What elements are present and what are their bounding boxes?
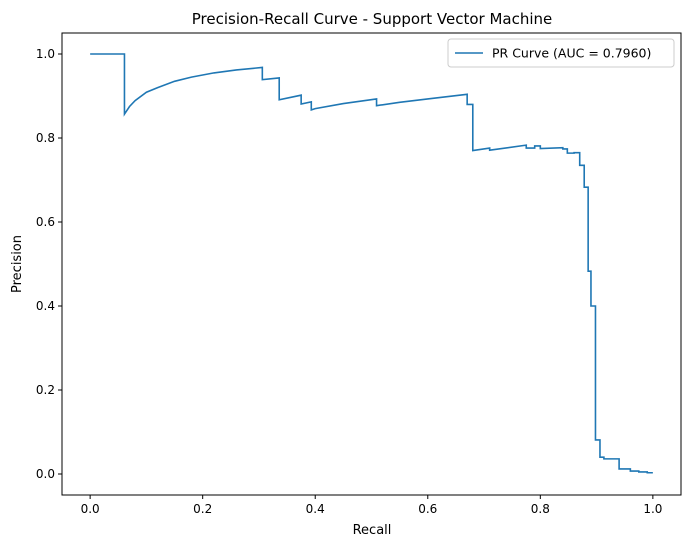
y-tick-label: 0.0 bbox=[36, 467, 55, 481]
legend-label-pr-curve: PR Curve (AUC = 0.7960) bbox=[492, 46, 651, 61]
y-tick-label: 0.4 bbox=[36, 299, 55, 313]
y-tick-label: 0.2 bbox=[36, 383, 55, 397]
y-tick-label: 1.0 bbox=[36, 47, 55, 61]
y-tick-label: 0.8 bbox=[36, 131, 55, 145]
legend-box bbox=[447, 38, 675, 68]
pr-curve-line bbox=[90, 53, 653, 474]
x-axis-ticks: 0.0 0.2 0.4 0.6 0.8 1.0 bbox=[81, 495, 662, 516]
legend: PR Curve (AUC = 0.7960) bbox=[447, 38, 675, 68]
x-tick-label: 0.2 bbox=[193, 502, 212, 516]
x-tick-label: 0.0 bbox=[81, 502, 100, 516]
y-axis-label: Precision bbox=[10, 235, 25, 293]
x-tick-label: 0.4 bbox=[306, 502, 325, 516]
x-tick-label: 0.6 bbox=[418, 502, 437, 516]
y-tick-label: 0.6 bbox=[36, 215, 55, 229]
plot-area-frame bbox=[61, 32, 682, 496]
chart-title: Precision-Recall Curve - Support Vector … bbox=[192, 10, 552, 28]
x-tick-label: 0.8 bbox=[531, 502, 550, 516]
series-layer bbox=[90, 53, 653, 474]
y-axis-ticks: 0.0 0.2 0.4 0.6 0.8 1.0 bbox=[36, 47, 62, 481]
x-axis-label: Recall bbox=[353, 523, 392, 538]
x-tick-label: 1.0 bbox=[643, 502, 662, 516]
